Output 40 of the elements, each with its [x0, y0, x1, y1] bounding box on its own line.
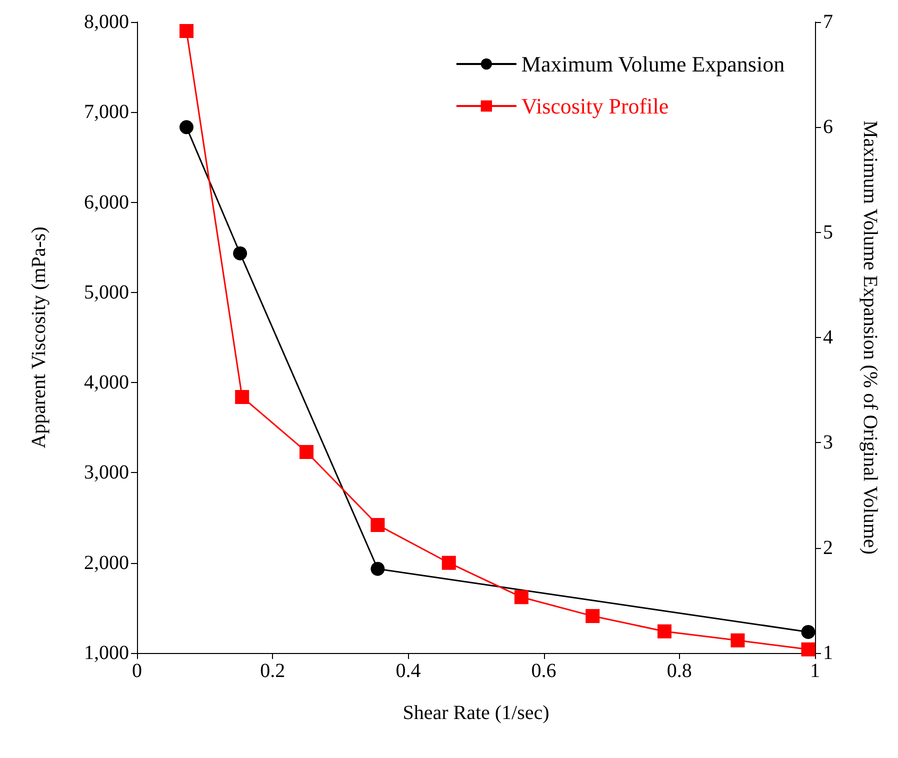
y-tick-label: 7,000 [84, 101, 129, 124]
y-tick-label: 1,000 [84, 642, 129, 664]
y-tick-label: 2,000 [84, 552, 129, 574]
point [801, 642, 816, 656]
point [233, 246, 248, 260]
legend-label: Maximum Volume Expansion [521, 52, 785, 76]
y2-tick-label: 3 [823, 432, 833, 454]
y-tick-label: 4,000 [84, 372, 129, 394]
x-tick-label: 0.6 [531, 660, 556, 682]
point [370, 562, 385, 576]
y2-tick-label: 6 [823, 116, 833, 138]
y2-tick-label: 7 [823, 11, 833, 33]
point [235, 390, 250, 404]
x-tick-label: 0.8 [666, 660, 692, 682]
y2-tick-label: 5 [823, 221, 833, 244]
x-tick-label: 0 [132, 660, 142, 682]
y2-tick-label: 2 [823, 536, 833, 559]
x-tick-label: 1 [810, 660, 820, 682]
y-tick-label: 6,000 [84, 191, 129, 214]
point [586, 609, 600, 624]
y-axis-title: Apparent Viscosity (mPa-s) [28, 226, 50, 448]
y-tick-label: 5,000 [84, 281, 129, 304]
x-tick-label: 0.4 [396, 660, 421, 682]
y2-tick-label: 4 [823, 326, 833, 348]
y-tick-label: 8,000 [84, 11, 129, 33]
point [300, 444, 314, 459]
legend-label: Viscosity Profile [521, 94, 669, 118]
x-axis-title: Shear Rate (1/sec) [402, 702, 550, 724]
point [179, 24, 194, 38]
y2-axis-title: Maximum Volume Expansion (% of Original Volume) [859, 120, 881, 555]
y-tick-label: 3,000 [84, 462, 129, 484]
point [657, 624, 672, 638]
y2-tick-label: 1 [823, 642, 833, 664]
point [370, 518, 385, 532]
x-tick-label: 0.2 [260, 660, 286, 682]
point [180, 120, 194, 134]
point [730, 633, 745, 648]
point [801, 624, 816, 639]
point [442, 556, 456, 570]
point [514, 590, 528, 604]
